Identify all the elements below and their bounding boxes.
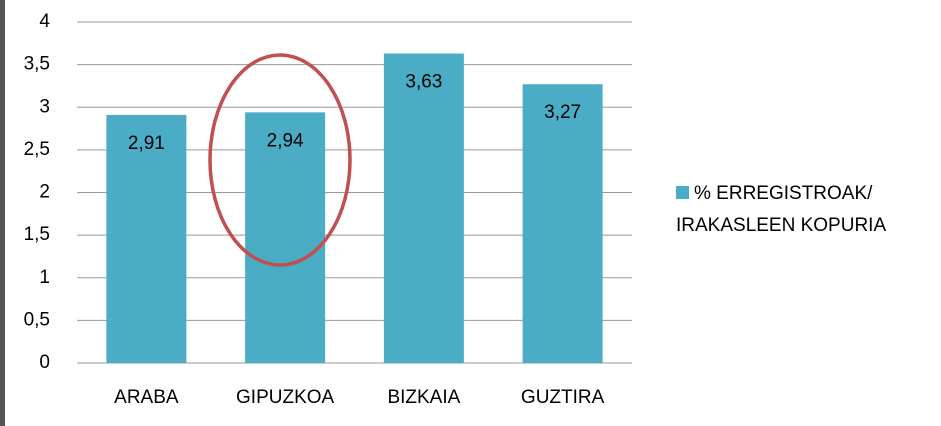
y-tick-label: 1,5	[24, 224, 50, 245]
legend: % ERREGISTROAK/ IRAKASLEEN KOPURIA	[676, 178, 941, 242]
bar	[245, 112, 326, 364]
x-tick-label: BIZKAIA	[387, 387, 460, 408]
marks: ARABA 2,91 GIPUZKOA 2,94 BIZKAIA 3,63 GUZTIRA 3…	[106, 53, 605, 408]
bar	[522, 84, 603, 364]
x-tick-label: ARABA	[114, 387, 179, 408]
y-tick-label: 1	[39, 267, 50, 288]
x-tick-label: GUZTIRA	[521, 387, 605, 408]
y-tick-label: 4	[39, 11, 50, 32]
legend-swatch	[676, 186, 689, 199]
legend-label: % ERREGISTROAK/ IRAKASLEEN KOPURIA	[676, 183, 887, 236]
value-label: 3,63	[405, 72, 442, 93]
left-border	[0, 0, 5, 426]
y-tick-label: 2	[39, 182, 50, 203]
bar	[106, 114, 187, 363]
y-tick-label: 0	[39, 352, 50, 373]
x-tick-label: GIPUZKOA	[236, 387, 335, 408]
bar	[383, 53, 464, 363]
value-label: 3,27	[544, 102, 581, 123]
y-tick-label: 3,5	[24, 54, 50, 75]
value-label: 2,91	[128, 133, 165, 154]
y-tick-label: 3	[39, 96, 50, 117]
value-label: 2,94	[267, 130, 304, 151]
y-tick-label: 2,5	[24, 139, 50, 160]
highlight-ellipse	[208, 53, 352, 267]
y-tick-label: 0,5	[24, 309, 50, 330]
